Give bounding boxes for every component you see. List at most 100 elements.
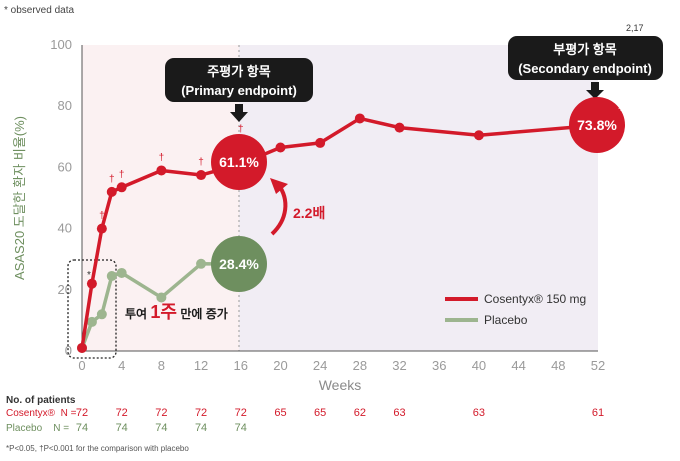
week1-highlight-box xyxy=(67,259,117,359)
cosentyx-wk52-value: 73.8% xyxy=(577,117,617,133)
x-axis-label: Weeks xyxy=(319,377,362,393)
x-tick-label: 40 xyxy=(472,358,486,373)
y-tick-label: 40 xyxy=(58,221,72,236)
legend: Cosentyx® 150 mg Placebo xyxy=(445,292,586,327)
secondary-callout-box xyxy=(508,36,663,80)
cosentyx-point xyxy=(354,113,365,124)
cosentyx-wk16-circle xyxy=(211,134,267,190)
patients-placebo-n: 74 xyxy=(76,422,88,434)
x-tick-label: 32 xyxy=(392,358,406,373)
dagger-layer: † † † † † † xyxy=(99,124,243,222)
footnote: *P<0.05, †P<0.001 for the comparison wit… xyxy=(6,444,189,453)
reference-superscript: 2,17 xyxy=(626,23,644,33)
primary-callout-line1: 주평가 항목 xyxy=(207,64,270,79)
x-tick-label: 8 xyxy=(158,358,165,373)
week1-note-emphasis: 1주 xyxy=(150,302,177,322)
x-tick-label: 12 xyxy=(194,358,208,373)
x-tick-label: 28 xyxy=(353,358,367,373)
significance-dagger: † xyxy=(238,124,244,135)
patients-cosentyx-n: 62 xyxy=(354,407,366,419)
patients-placebo-label: Placebo N = xyxy=(6,423,72,434)
patients-cosentyx-n: 72 xyxy=(195,407,207,419)
placebo-point xyxy=(116,267,127,278)
secondary-callout-line1: 부평가 항목 xyxy=(553,42,616,57)
x-tick-label: 0 xyxy=(78,358,85,373)
x-tick-label: 52 xyxy=(591,358,605,373)
star-marker: * xyxy=(87,270,91,281)
y-tick-label: 100 xyxy=(50,37,72,52)
cosentyx-point xyxy=(77,342,87,353)
primary-arrow xyxy=(230,104,248,122)
patients-placebo-n: 74 xyxy=(235,422,247,434)
y-axis-label: ASAS20 도달한 환자 비율(%) xyxy=(12,116,27,280)
patients-cosentyx-n: 72 xyxy=(155,407,167,419)
patients-cosentyx-label: Cosentyx® N = xyxy=(6,408,79,419)
placebo-point xyxy=(86,316,97,327)
patients-cosentyx-n: 63 xyxy=(473,407,485,419)
patients-cosentyx-n: 72 xyxy=(235,407,247,419)
x-tick-label: 44 xyxy=(511,358,525,373)
patients-cosentyx-n: 61 xyxy=(592,407,604,419)
cosentyx-point xyxy=(275,142,286,153)
cosentyx-point xyxy=(116,182,127,193)
cosentyx-wk52-circle xyxy=(569,97,625,153)
x-tick-label: 36 xyxy=(432,358,446,373)
cosentyx-point xyxy=(96,223,107,234)
ratio-text: 2.2배 xyxy=(293,205,325,221)
x-ticks: 0 4 8 12 16 20 24 28 32 36 40 44 48 52 xyxy=(78,358,605,373)
patients-placebo-n: 74 xyxy=(116,422,128,434)
secondary-endpoint-callout: 부평가 항목 (Secondary endpoint) xyxy=(508,36,663,99)
patients-cosentyx-n: 65 xyxy=(314,407,326,419)
patients-cosentyx-n: 65 xyxy=(274,407,286,419)
significance-dagger: † xyxy=(119,169,125,180)
week1-note: 투여 1주 만에 증가 xyxy=(125,302,228,322)
patients-cosentyx-n: 72 xyxy=(76,407,88,419)
primary-callout-box xyxy=(165,58,313,102)
x-tick-label: 48 xyxy=(551,358,565,373)
placebo-point xyxy=(196,258,207,269)
patients-cosentyx-n: 63 xyxy=(393,407,405,419)
placebo-point xyxy=(106,271,117,282)
week1-note-suffix: 만에 증가 xyxy=(177,306,228,321)
y-tick-label: 80 xyxy=(58,98,72,113)
secondary-callout-line2: (Secondary endpoint) xyxy=(518,61,652,76)
cosentyx-point xyxy=(156,165,167,176)
placebo-wk16-circle xyxy=(211,236,267,292)
cosentyx-wk16-value: 61.1% xyxy=(219,154,259,170)
placebo-point xyxy=(156,292,167,303)
legend-label-placebo: Placebo xyxy=(484,313,528,327)
patients-placebo-n: 74 xyxy=(195,422,207,434)
placebo-wk16-value: 28.4% xyxy=(219,256,259,272)
primary-endpoint-callout: 주평가 항목 (Primary endpoint) xyxy=(165,58,313,122)
patients-placebo-n: 74 xyxy=(155,422,167,434)
x-tick-label: 16 xyxy=(234,358,248,373)
cosentyx-point xyxy=(473,130,484,141)
ratio-arrowhead xyxy=(270,178,288,194)
wk52-plus-marker: + xyxy=(618,104,624,115)
patients-values: 72 72 72 72 72 65 65 62 63 63 61 74 74 74 74 74 xyxy=(76,407,604,434)
y-tick-label: 0 xyxy=(65,343,72,358)
primary-callout-line2: (Primary endpoint) xyxy=(181,83,297,98)
week1-note-prefix: 투여 xyxy=(125,306,150,321)
significance-dagger: † xyxy=(159,152,165,163)
cosentyx-point xyxy=(315,137,326,148)
patients-title: No. of patients xyxy=(6,395,76,406)
cosentyx-point xyxy=(86,278,97,289)
y-tick-label: 20 xyxy=(58,282,72,297)
cosentyx-point xyxy=(106,186,117,197)
y-tick-label: 60 xyxy=(58,159,72,174)
y-ticks: 0 20 40 60 80 100 xyxy=(50,37,72,358)
secondary-arrow xyxy=(586,82,604,99)
x-tick-label: 20 xyxy=(273,358,287,373)
patients-cosentyx-n: 72 xyxy=(116,407,128,419)
placebo-point xyxy=(96,309,107,320)
significance-dagger: † xyxy=(99,211,105,222)
significance-dagger: † xyxy=(198,157,204,168)
x-tick-label: 24 xyxy=(313,358,327,373)
significance-dagger: † xyxy=(109,174,115,185)
legend-label-cosentyx: Cosentyx® 150 mg xyxy=(484,292,586,306)
cosentyx-point xyxy=(394,122,405,133)
top-note: * observed data xyxy=(4,5,74,16)
cosentyx-point xyxy=(196,170,207,181)
